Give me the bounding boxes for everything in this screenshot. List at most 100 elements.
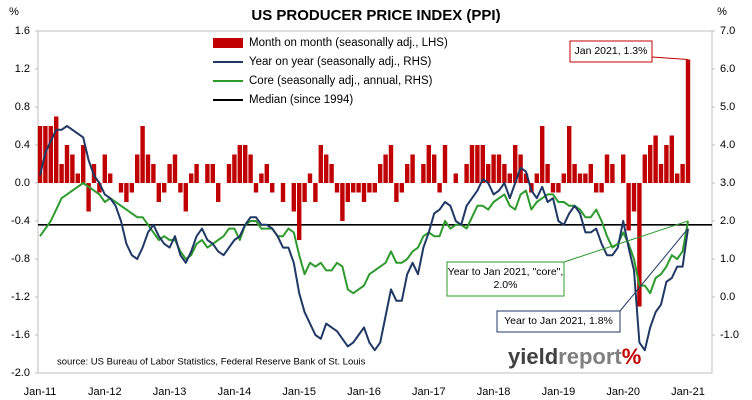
y-tick-label: 0.8 — [15, 101, 30, 113]
bar — [151, 164, 156, 183]
bar — [102, 154, 107, 183]
bar — [54, 116, 59, 183]
y2-tick-label: 6.0 — [720, 63, 735, 75]
bar — [156, 183, 161, 202]
bar — [405, 164, 410, 183]
bar — [194, 164, 199, 183]
bar — [464, 164, 469, 183]
bar — [205, 164, 210, 183]
y-tick-label: 1.6 — [15, 25, 30, 37]
x-tick-label: Jan-11 — [24, 386, 57, 398]
line — [39, 182, 689, 295]
bar — [232, 154, 237, 183]
bar — [140, 126, 145, 183]
bar — [475, 145, 480, 183]
bar — [583, 173, 588, 183]
bar — [664, 145, 669, 183]
bar — [145, 154, 151, 183]
bar — [594, 183, 599, 193]
bar — [351, 183, 356, 193]
bar — [86, 183, 91, 212]
legend-label: Core (seasonally adj., annual, RHS) — [249, 75, 433, 87]
bar — [178, 183, 183, 193]
bar — [313, 183, 318, 202]
logo: yieldreport% — [508, 344, 641, 369]
y2-tick-label: 1.0 — [720, 253, 735, 265]
legend-swatch — [213, 38, 243, 48]
bar — [437, 183, 442, 193]
line — [39, 125, 689, 352]
bar — [118, 183, 124, 193]
bar — [216, 183, 221, 202]
bar — [432, 154, 437, 183]
plot-frame — [37, 30, 713, 374]
bar — [599, 183, 604, 193]
bar — [572, 164, 577, 183]
bar — [340, 183, 345, 221]
bar — [486, 164, 491, 183]
bar — [64, 145, 70, 183]
bar — [523, 173, 529, 183]
annotation-leader — [619, 228, 689, 312]
bar — [361, 183, 367, 202]
bar — [75, 173, 80, 183]
bar — [669, 135, 674, 183]
bar — [540, 126, 545, 183]
bar — [642, 154, 647, 183]
bar — [124, 183, 129, 202]
bar — [610, 164, 615, 183]
y2-tick-label: 5.0 — [720, 101, 735, 113]
x-tick-label: Jan-20 — [606, 386, 640, 398]
bar — [48, 126, 53, 183]
bar — [334, 183, 340, 193]
bar — [37, 126, 43, 183]
bar — [577, 173, 583, 183]
legend-label: Median (since 1994) — [249, 94, 353, 106]
bar — [383, 154, 388, 183]
bar — [318, 145, 323, 183]
annotation-box — [569, 40, 653, 63]
bar — [135, 154, 140, 183]
annotation-box — [446, 261, 565, 297]
bar — [329, 164, 334, 183]
bar — [307, 173, 313, 183]
bar — [394, 183, 399, 202]
bar — [237, 145, 242, 183]
bar — [491, 154, 496, 183]
bar — [545, 164, 550, 183]
logo-part: % — [622, 344, 642, 369]
bar — [621, 154, 626, 183]
bar — [658, 164, 664, 183]
bar — [129, 183, 134, 193]
bar — [378, 164, 383, 183]
y2-unit: % — [717, 6, 727, 18]
bar — [210, 164, 215, 183]
bar — [270, 183, 275, 193]
bar — [59, 164, 64, 183]
annotation-leader — [563, 220, 689, 263]
bar — [502, 164, 507, 183]
bar — [556, 183, 561, 193]
y-tick-label: -1.2 — [11, 291, 30, 303]
bar — [507, 173, 512, 183]
bar — [410, 154, 415, 183]
bar — [324, 154, 329, 183]
y-tick-label: 0.0 — [15, 177, 30, 189]
bar — [264, 164, 269, 183]
y-tick-label: -1.6 — [11, 329, 30, 341]
y2-tick-label: -1.0 — [720, 329, 739, 341]
chart-title: US PRODUCER PRICE INDEX (PPI) — [251, 7, 500, 24]
bar — [637, 183, 642, 307]
x-tick-label: Jan-19 — [542, 386, 576, 398]
y-unit: % — [9, 6, 19, 18]
bar — [604, 154, 610, 183]
x-tick-label: Jan-21 — [671, 386, 705, 398]
bar — [453, 173, 458, 183]
bar — [550, 183, 556, 193]
x-tick-label: Jan-17 — [412, 386, 446, 398]
bar — [356, 183, 361, 193]
y-tick-label: 0.4 — [15, 139, 30, 151]
bar — [280, 183, 286, 202]
annotation-box — [496, 310, 621, 333]
